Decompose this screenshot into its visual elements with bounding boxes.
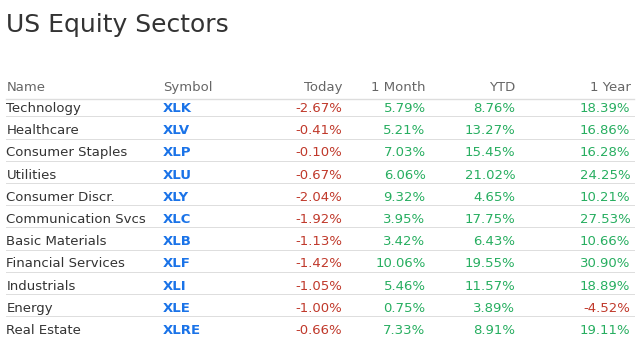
Text: -1.05%: -1.05% bbox=[296, 280, 342, 292]
Text: 13.27%: 13.27% bbox=[465, 124, 515, 137]
Text: XLB: XLB bbox=[163, 235, 192, 248]
Text: Consumer Discr.: Consumer Discr. bbox=[6, 191, 115, 204]
Text: XLY: XLY bbox=[163, 191, 189, 204]
Text: 1 Year: 1 Year bbox=[589, 81, 630, 93]
Text: 27.53%: 27.53% bbox=[580, 213, 630, 226]
Text: 21.02%: 21.02% bbox=[465, 169, 515, 182]
Text: 10.66%: 10.66% bbox=[580, 235, 630, 248]
Text: 6.43%: 6.43% bbox=[473, 235, 515, 248]
Text: -2.67%: -2.67% bbox=[296, 102, 342, 115]
Text: XLP: XLP bbox=[163, 146, 192, 159]
Text: 17.75%: 17.75% bbox=[465, 213, 515, 226]
Text: Industrials: Industrials bbox=[6, 280, 76, 292]
Text: -4.52%: -4.52% bbox=[584, 302, 630, 315]
Text: 5.79%: 5.79% bbox=[383, 102, 426, 115]
Text: -1.00%: -1.00% bbox=[296, 302, 342, 315]
Text: 5.21%: 5.21% bbox=[383, 124, 426, 137]
Text: 10.06%: 10.06% bbox=[375, 257, 426, 270]
Text: 3.42%: 3.42% bbox=[383, 235, 426, 248]
Text: 7.03%: 7.03% bbox=[383, 146, 426, 159]
Text: Name: Name bbox=[6, 81, 45, 93]
Text: Today: Today bbox=[304, 81, 342, 93]
Text: Energy: Energy bbox=[6, 302, 53, 315]
Text: 19.11%: 19.11% bbox=[580, 324, 630, 337]
Text: Technology: Technology bbox=[6, 102, 81, 115]
Text: 7.33%: 7.33% bbox=[383, 324, 426, 337]
Text: Healthcare: Healthcare bbox=[6, 124, 79, 137]
Text: 1 Month: 1 Month bbox=[371, 81, 426, 93]
Text: Utilities: Utilities bbox=[6, 169, 57, 182]
Text: XLK: XLK bbox=[163, 102, 192, 115]
Text: 8.76%: 8.76% bbox=[473, 102, 515, 115]
Text: 5.46%: 5.46% bbox=[383, 280, 426, 292]
Text: Financial Services: Financial Services bbox=[6, 257, 125, 270]
Text: US Equity Sectors: US Equity Sectors bbox=[6, 13, 229, 37]
Text: 24.25%: 24.25% bbox=[580, 169, 630, 182]
Text: YTD: YTD bbox=[489, 81, 515, 93]
Text: XLF: XLF bbox=[163, 257, 191, 270]
Text: XLI: XLI bbox=[163, 280, 187, 292]
Text: 16.28%: 16.28% bbox=[580, 146, 630, 159]
Text: Consumer Staples: Consumer Staples bbox=[6, 146, 127, 159]
Text: -0.10%: -0.10% bbox=[296, 146, 342, 159]
Text: 0.75%: 0.75% bbox=[383, 302, 426, 315]
Text: -1.92%: -1.92% bbox=[296, 213, 342, 226]
Text: 3.89%: 3.89% bbox=[473, 302, 515, 315]
Text: Symbol: Symbol bbox=[163, 81, 212, 93]
Text: 30.90%: 30.90% bbox=[580, 257, 630, 270]
Text: 8.91%: 8.91% bbox=[473, 324, 515, 337]
Text: 9.32%: 9.32% bbox=[383, 191, 426, 204]
Text: XLU: XLU bbox=[163, 169, 192, 182]
Text: Communication Svcs: Communication Svcs bbox=[6, 213, 146, 226]
Text: XLE: XLE bbox=[163, 302, 191, 315]
Text: 15.45%: 15.45% bbox=[465, 146, 515, 159]
Text: 18.39%: 18.39% bbox=[580, 102, 630, 115]
Text: 3.95%: 3.95% bbox=[383, 213, 426, 226]
Text: 18.89%: 18.89% bbox=[580, 280, 630, 292]
Text: Basic Materials: Basic Materials bbox=[6, 235, 107, 248]
Text: XLC: XLC bbox=[163, 213, 191, 226]
Text: 19.55%: 19.55% bbox=[465, 257, 515, 270]
Text: -2.04%: -2.04% bbox=[296, 191, 342, 204]
Text: 16.86%: 16.86% bbox=[580, 124, 630, 137]
Text: XLV: XLV bbox=[163, 124, 190, 137]
Text: -0.41%: -0.41% bbox=[296, 124, 342, 137]
Text: -1.42%: -1.42% bbox=[296, 257, 342, 270]
Text: 6.06%: 6.06% bbox=[384, 169, 426, 182]
Text: 10.21%: 10.21% bbox=[580, 191, 630, 204]
Text: 11.57%: 11.57% bbox=[465, 280, 515, 292]
Text: Real Estate: Real Estate bbox=[6, 324, 81, 337]
Text: -1.13%: -1.13% bbox=[296, 235, 342, 248]
Text: 4.65%: 4.65% bbox=[473, 191, 515, 204]
Text: -0.66%: -0.66% bbox=[296, 324, 342, 337]
Text: -0.67%: -0.67% bbox=[296, 169, 342, 182]
Text: XLRE: XLRE bbox=[163, 324, 202, 337]
